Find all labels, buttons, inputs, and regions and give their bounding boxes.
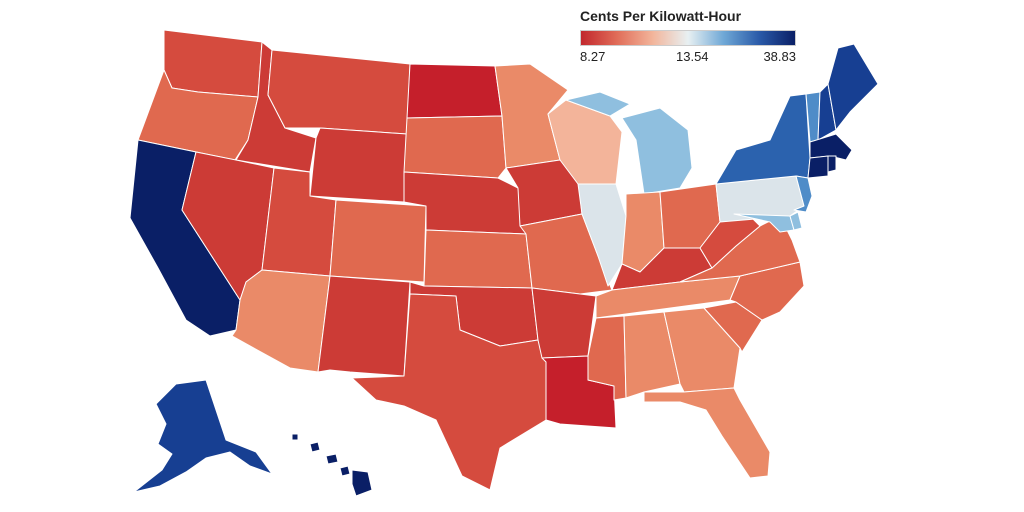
legend-max-label: 38.83 (763, 49, 796, 64)
state-AL (623, 311, 681, 399)
state-AR (531, 287, 597, 359)
state-MI (565, 91, 693, 195)
legend-title: Cents Per Kilowatt-Hour (580, 8, 742, 24)
legend-mid-label: 13.54 (676, 49, 709, 64)
legend-ticks: 8.27 13.54 38.83 (580, 49, 796, 65)
state-SD (403, 115, 507, 179)
state-RI (827, 155, 837, 173)
state-MT (267, 49, 411, 135)
state-WA (163, 29, 263, 98)
state-HI (291, 433, 373, 497)
state-NM (317, 275, 411, 377)
state-HI-group (291, 433, 373, 497)
state-AZ (231, 269, 331, 373)
state-DE (789, 211, 803, 231)
state-ND (406, 63, 503, 119)
state-CO (329, 199, 427, 283)
state-TX (351, 293, 547, 491)
state-ME (827, 43, 879, 131)
state-KS (423, 229, 533, 289)
state-WY (309, 127, 408, 203)
state-AK (133, 379, 273, 493)
state-NY (715, 93, 811, 185)
state-SC (703, 301, 763, 353)
legend-min-label: 8.27 (580, 49, 606, 64)
state-IL (577, 183, 627, 287)
legend-color-scale (580, 30, 796, 46)
legend: Cents Per Kilowatt-Hour 8.27 13.54 38.83 (580, 8, 796, 65)
state-CT (807, 155, 829, 179)
state-FL (643, 387, 771, 479)
